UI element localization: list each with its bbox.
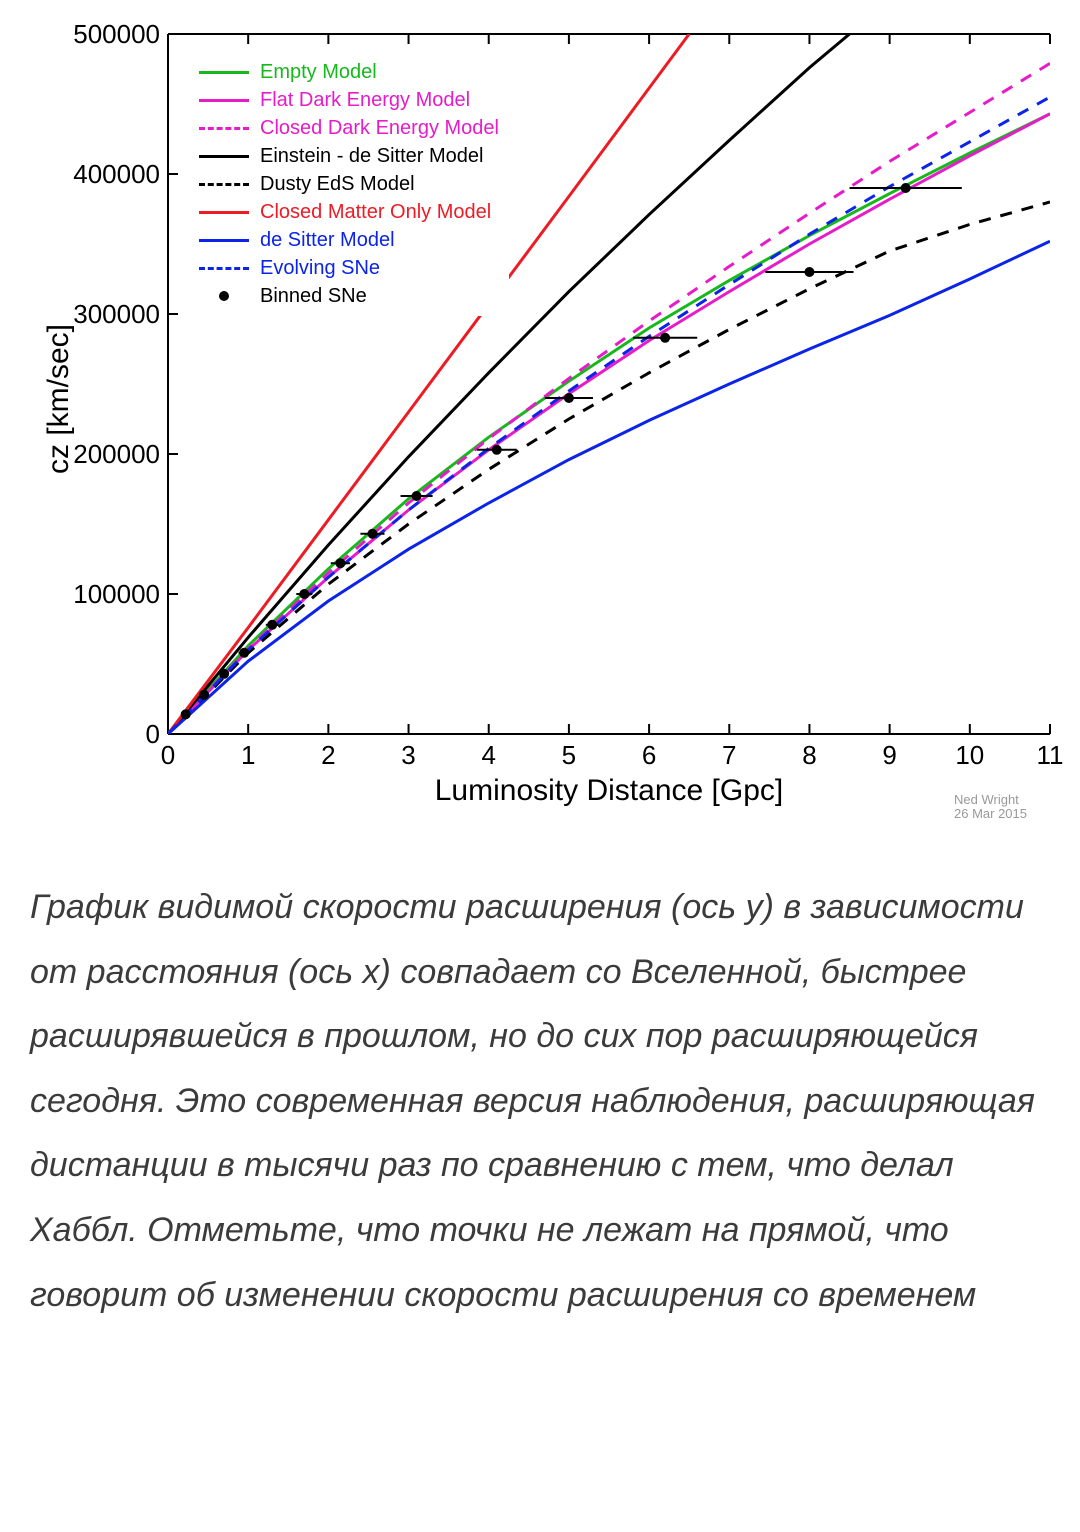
data-point: [219, 669, 229, 679]
x-tick-label: 10: [950, 740, 990, 771]
legend-swatch: [196, 282, 252, 310]
legend-swatch: [196, 142, 252, 170]
data-point: [299, 589, 309, 599]
legend-label: Einstein - de Sitter Model: [260, 145, 483, 168]
data-point: [660, 333, 670, 343]
data-point: [804, 267, 814, 277]
legend-label: Evolving SNe: [260, 257, 380, 280]
x-tick-label: 11: [1030, 740, 1070, 771]
legend-item-empty: Empty Model: [196, 58, 499, 86]
legend-label: Empty Model: [260, 61, 377, 84]
legend-label: Binned SNe: [260, 285, 367, 308]
data-point: [335, 558, 345, 568]
legend-item-evolving: Evolving SNe: [196, 254, 499, 282]
hubble-diagram-chart: 0123456789101101000002000003000004000005…: [0, 0, 1080, 855]
y-tick-label: 500000: [73, 19, 160, 50]
legend-swatch: [196, 58, 252, 86]
x-tick-label: 6: [629, 740, 669, 771]
legend-swatch: [196, 86, 252, 114]
legend-swatch: [196, 226, 252, 254]
data-point: [199, 690, 209, 700]
data-point: [412, 491, 422, 501]
chart-svg: [0, 0, 1080, 855]
y-tick-label: 100000: [73, 579, 160, 610]
x-tick-label: 4: [469, 740, 509, 771]
legend-item-dusty: Dusty EdS Model: [196, 170, 499, 198]
x-tick-label: 5: [549, 740, 589, 771]
legend-label: de Sitter Model: [260, 229, 395, 252]
data-point: [239, 648, 249, 658]
legend-item-closed_m: Closed Matter Only Model: [196, 198, 499, 226]
chart-credit: Ned Wright26 Mar 2015: [954, 793, 1027, 822]
data-point: [181, 709, 191, 719]
x-tick-label: 3: [389, 740, 429, 771]
legend-swatch: [196, 114, 252, 142]
legend: Empty Model Flat Dark Energy Model Closed …: [186, 52, 509, 316]
x-tick-label: 7: [709, 740, 749, 771]
y-tick-label: 400000: [73, 159, 160, 190]
legend-label: Closed Matter Only Model: [260, 201, 491, 224]
legend-swatch: [196, 170, 252, 198]
y-tick-label: 0: [146, 719, 160, 750]
x-tick-label: 9: [870, 740, 910, 771]
y-tick-label: 200000: [73, 439, 160, 470]
page: 0123456789101101000002000003000004000005…: [0, 0, 1080, 1357]
figure-caption: График видимой скорости расширения (ось …: [0, 855, 1080, 1357]
data-point: [492, 445, 502, 455]
x-axis-label: Luminosity Distance [Gpc]: [409, 774, 809, 808]
legend-item-eds: Einstein - de Sitter Model: [196, 142, 499, 170]
x-tick-label: 2: [308, 740, 348, 771]
data-point: [564, 393, 574, 403]
legend-item-binned: Binned SNe: [196, 282, 499, 310]
legend-label: Dusty EdS Model: [260, 173, 415, 196]
legend-swatch: [196, 254, 252, 282]
legend-label: Flat Dark Energy Model: [260, 89, 470, 112]
legend-item-flat_de: Flat Dark Energy Model: [196, 86, 499, 114]
x-tick-label: 1: [228, 740, 268, 771]
legend-label: Closed Dark Energy Model: [260, 117, 499, 140]
legend-item-closed_de: Closed Dark Energy Model: [196, 114, 499, 142]
y-axis-label: cz [km/sec]: [42, 324, 76, 474]
legend-swatch: [196, 198, 252, 226]
y-tick-label: 300000: [73, 299, 160, 330]
data-point: [367, 529, 377, 539]
x-tick-label: 8: [789, 740, 829, 771]
data-point: [267, 620, 277, 630]
legend-item-desitter: de Sitter Model: [196, 226, 499, 254]
data-point: [901, 183, 911, 193]
